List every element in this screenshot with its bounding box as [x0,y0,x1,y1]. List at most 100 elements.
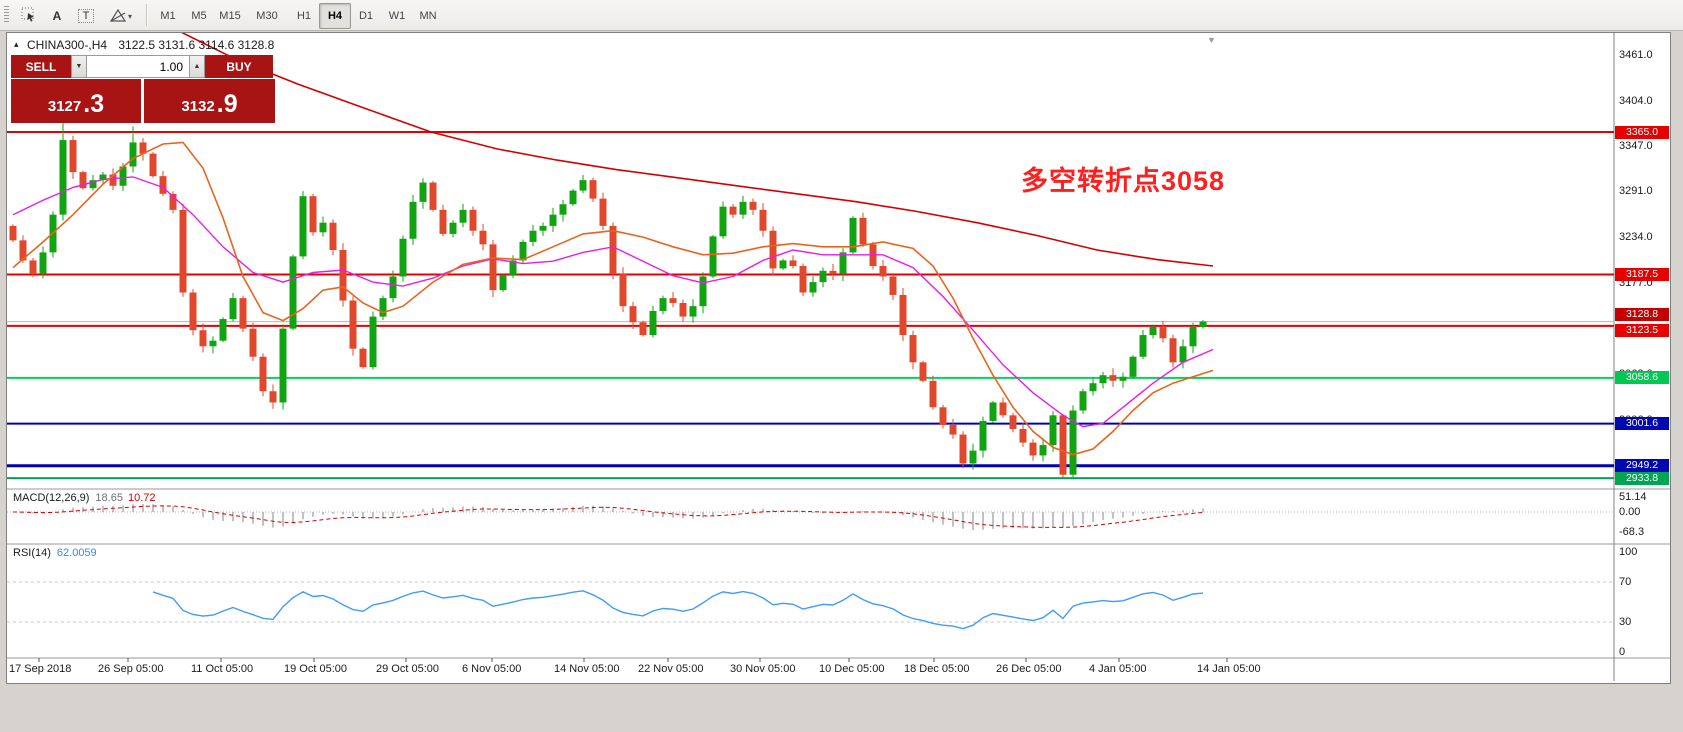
bid-price-box[interactable]: 3127 .3 [11,79,141,123]
toolbar-separator [146,4,148,26]
candle-body [89,180,97,189]
candle-body [379,298,387,317]
volume-dropdown-button[interactable]: ▼ [71,55,87,78]
text-label-button[interactable]: T [72,3,100,29]
candle-body [899,294,907,336]
candle-body [1149,327,1157,336]
ask-price-box[interactable]: 3132 .9 [144,79,275,123]
candle-body [19,240,27,261]
candle-body [729,206,737,215]
time-axis-label: 14 Jan 05:00 [1197,663,1261,675]
price-badge-2949.2: 2949.2 [1615,459,1669,473]
candle-body [879,266,887,277]
candle-body [169,193,177,210]
candle-body [1099,375,1107,384]
candle-body [69,140,77,173]
candle-body [819,270,827,283]
candle-body [219,319,227,341]
volume-increase-button[interactable]: ▲ [189,55,205,78]
macd-scale-label: 0.00 [1619,506,1641,518]
time-axis-label: 11 Oct 05:00 [191,663,254,675]
chart-symbol-timeframe: CHINA300-,H4 [27,38,108,52]
candle-body [699,276,707,307]
candle-body [1009,415,1017,429]
candle-body [339,249,347,301]
candle-body [129,142,137,167]
rsi-scale-label: 70 [1619,576,1632,588]
chart-text-annotation[interactable]: 多空转折点3058 [1021,166,1226,196]
candle-body [779,260,787,269]
rsi-line [152,590,1204,630]
candle-body [719,206,727,237]
timeframe-h4[interactable]: H4 [319,3,351,29]
chart-shift-marker[interactable]: ▼ [1207,35,1216,45]
pointer-grid-button[interactable] [14,3,42,29]
timeframe-d1[interactable]: D1 [358,10,374,22]
candle-body [149,153,157,177]
candle-body [979,420,987,451]
time-axis-label: 19 Oct 05:00 [284,663,347,675]
timeframe-m30[interactable]: M30 [256,10,278,22]
price-tick-label: 3291.0 [1619,185,1653,198]
candle-body [649,310,657,336]
rsi-label: RSI(14) 62.0059 [13,547,97,559]
timeframe-m1[interactable]: M1 [160,10,176,22]
price-badge-3123.5: 3123.5 [1615,324,1669,338]
candle-body [9,225,17,241]
text-annotation-button[interactable]: A [52,9,62,23]
candle-body [559,204,567,215]
time-axis-label: 14 Nov 05:00 [554,663,620,675]
timeframe-m5[interactable]: M5 [191,10,207,22]
draw-shapes-button[interactable]: ▾ [102,3,140,29]
candle-body [229,298,237,320]
price-badge-3058.6: 3058.6 [1615,371,1669,385]
macd-title: MACD(12,26,9) [13,492,90,504]
candle-body [139,142,147,154]
toolbar-drag-handle[interactable] [4,6,9,24]
one-click-trading-toggle[interactable]: ▴ [14,39,19,49]
last-price-badge: 3128.8 [1615,308,1669,322]
candle-body [459,209,467,223]
price-badge-3187.5: 3187.5 [1615,267,1669,281]
candle-body [29,260,37,275]
time-axis-label: 30 Nov 05:00 [730,663,796,675]
candle-body [389,276,397,299]
candle-body [289,256,297,329]
price-tick-label: 3347.0 [1619,140,1653,153]
ask-price-pips: .9 [216,90,238,118]
candle-body [539,225,547,231]
candle-body [1079,391,1087,411]
time-axis-label: 17 Sep 2018 [9,663,72,675]
chart-header: CHINA300-,H4 3122.5 3131.6 3114.6 3128.8 [27,38,274,52]
candle-body [859,217,867,245]
candle-body [329,222,337,250]
timeframe-w1[interactable]: W1 [388,10,406,22]
timeframe-h1[interactable]: H1 [296,10,312,22]
candle-body [919,362,927,381]
candle-body [519,241,527,261]
time-axis-label: 26 Sep 05:00 [98,663,164,675]
candle-body [1179,346,1187,363]
candle-body [569,190,577,205]
candle-body [99,174,107,181]
candle-body [689,306,697,317]
macd-value-signal: 10.72 [127,492,156,504]
candle-body [259,356,267,392]
macd-value-main: 18.65 [95,492,123,504]
timeframe-m15[interactable]: M15 [219,10,241,22]
macd-label: MACD(12,26,9) 18.65 10.72 [13,492,155,504]
volume-input[interactable] [87,55,189,78]
buy-button[interactable]: BUY [205,55,273,78]
candle-body [769,230,777,269]
candle-body [429,182,437,210]
candle-body [279,328,287,403]
timeframe-mn[interactable]: MN [419,10,437,22]
time-axis-label: 22 Nov 05:00 [638,663,704,675]
candle-body [609,225,617,275]
rsi-scale-label: 0 [1619,646,1626,658]
candle-body [39,252,47,275]
chart-plot[interactable] [7,33,1670,683]
candle-body [659,298,667,311]
sell-button[interactable]: SELL [11,55,71,78]
candle-body [1159,327,1167,339]
